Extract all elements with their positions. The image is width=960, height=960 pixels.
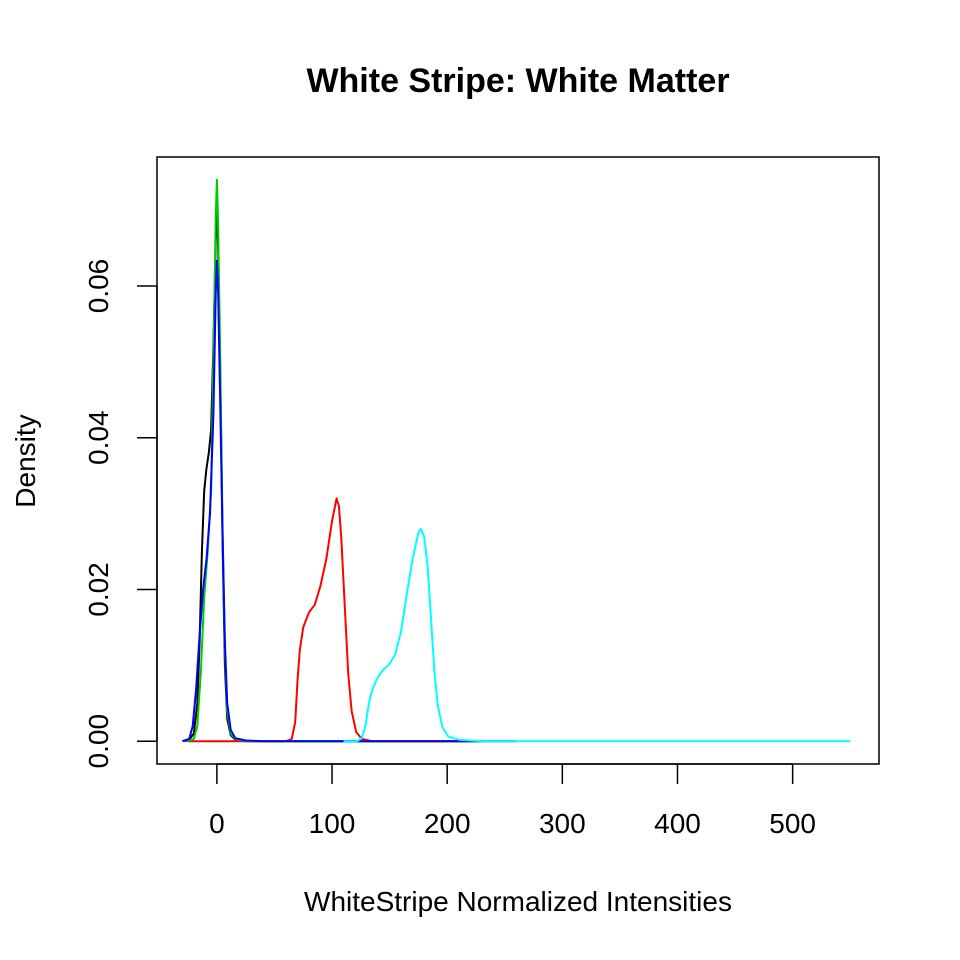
x-tick-label: 0 [209,808,225,839]
series-line-1 [184,205,471,743]
x-tick-label: 100 [309,808,356,839]
y-tick-label: 0.04 [83,410,114,465]
x-tick-label: 200 [424,808,471,839]
x-tick-label: 500 [769,808,816,839]
y-tick-label: 0.06 [83,259,114,314]
y-tick-label: 0.02 [83,562,114,617]
chart-title: White Stripe: White Matter [306,62,729,100]
y-tick-label: 0.00 [83,714,114,769]
series-line-2 [188,497,482,743]
x-tick-label: 300 [539,808,586,839]
x-tick-label: 400 [654,808,701,839]
series-line-4 [181,259,517,743]
plot-area-frame [156,156,880,765]
x-axis-label: WhiteStripe Normalized Intensities [304,886,732,917]
series-line-5 [343,527,851,743]
x-axis-ticks: 0 100 200 300 400 500 [209,764,816,839]
y-axis-ticks: 0.00 0.02 0.04 0.06 [83,259,157,769]
series-line-3 [186,178,482,743]
series-layer [181,178,851,743]
y-axis-label: Density [10,414,41,507]
